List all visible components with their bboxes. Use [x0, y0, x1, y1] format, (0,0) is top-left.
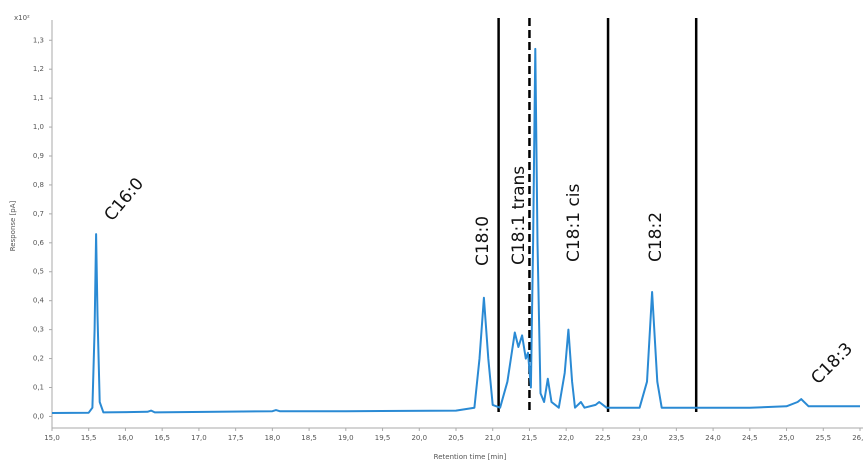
y-tick-label: 0,6 — [33, 239, 45, 247]
peak-annotation: C18:1 cis — [564, 183, 584, 262]
x-tick-label: 16,5 — [154, 434, 170, 442]
y-tick-label: 0,0 — [33, 412, 44, 420]
y-tick-label: 0,7 — [33, 210, 44, 218]
y-tick-label: 0,1 — [33, 383, 44, 391]
x-tick-label: 25,0 — [779, 434, 795, 442]
peak-annotation: C18:1 trans — [509, 166, 529, 265]
x-tick-label: 16,0 — [118, 434, 134, 442]
x-tick-label: 19,0 — [338, 434, 354, 442]
peak-annotation: C18:2 — [646, 212, 666, 262]
x-tick-label: 22,5 — [595, 434, 611, 442]
y-tick-label: 1,3 — [33, 36, 44, 44]
y-tick-label: 0,3 — [33, 326, 44, 334]
x-tick-label: 15,5 — [81, 434, 97, 442]
x-tick-label: 20,5 — [448, 434, 464, 442]
y-tick-label: 0,5 — [33, 268, 44, 276]
y-tick-label: 1,2 — [33, 65, 44, 73]
x-tick-label: 24,5 — [742, 434, 758, 442]
x-tick-label: 23,0 — [632, 434, 648, 442]
x-tick-label: 19,5 — [375, 434, 391, 442]
y-tick-label: 1,0 — [33, 123, 44, 131]
y-multiplier: x10² — [14, 14, 30, 22]
x-tick-label: 18,0 — [265, 434, 281, 442]
peak-annotation: C18:3 — [807, 339, 857, 389]
y-tick-label: 0,8 — [33, 181, 44, 189]
x-tick-label: 21,0 — [485, 434, 501, 442]
x-tick-label: 15,0 — [44, 434, 60, 442]
x-tick-label: 20,0 — [411, 434, 427, 442]
chromatogram-line — [51, 47, 860, 414]
y-axis-label: Response [pA] — [9, 200, 17, 251]
y-tick-label: 0,2 — [33, 355, 44, 363]
x-tick-label: 22,0 — [558, 434, 574, 442]
x-tick-label: 17,5 — [228, 434, 244, 442]
x-tick-label: 26,0 — [852, 434, 863, 442]
x-axis-label: Retention time [min] — [434, 453, 507, 461]
x-tick-label: 18,5 — [301, 434, 317, 442]
y-tick-label: 0,9 — [33, 152, 44, 160]
x-tick-label: 24,0 — [705, 434, 721, 442]
y-tick-label: 0,4 — [33, 297, 45, 305]
x-tick-label: 17,0 — [191, 434, 207, 442]
peak-annotation: C18:0 — [473, 216, 493, 266]
peak-annotation: C16:0 — [101, 174, 148, 225]
x-tick-label: 21,5 — [522, 434, 538, 442]
x-tick-label: 23,5 — [669, 434, 685, 442]
x-tick-label: 25,5 — [815, 434, 831, 442]
y-tick-label: 1,1 — [33, 94, 44, 102]
